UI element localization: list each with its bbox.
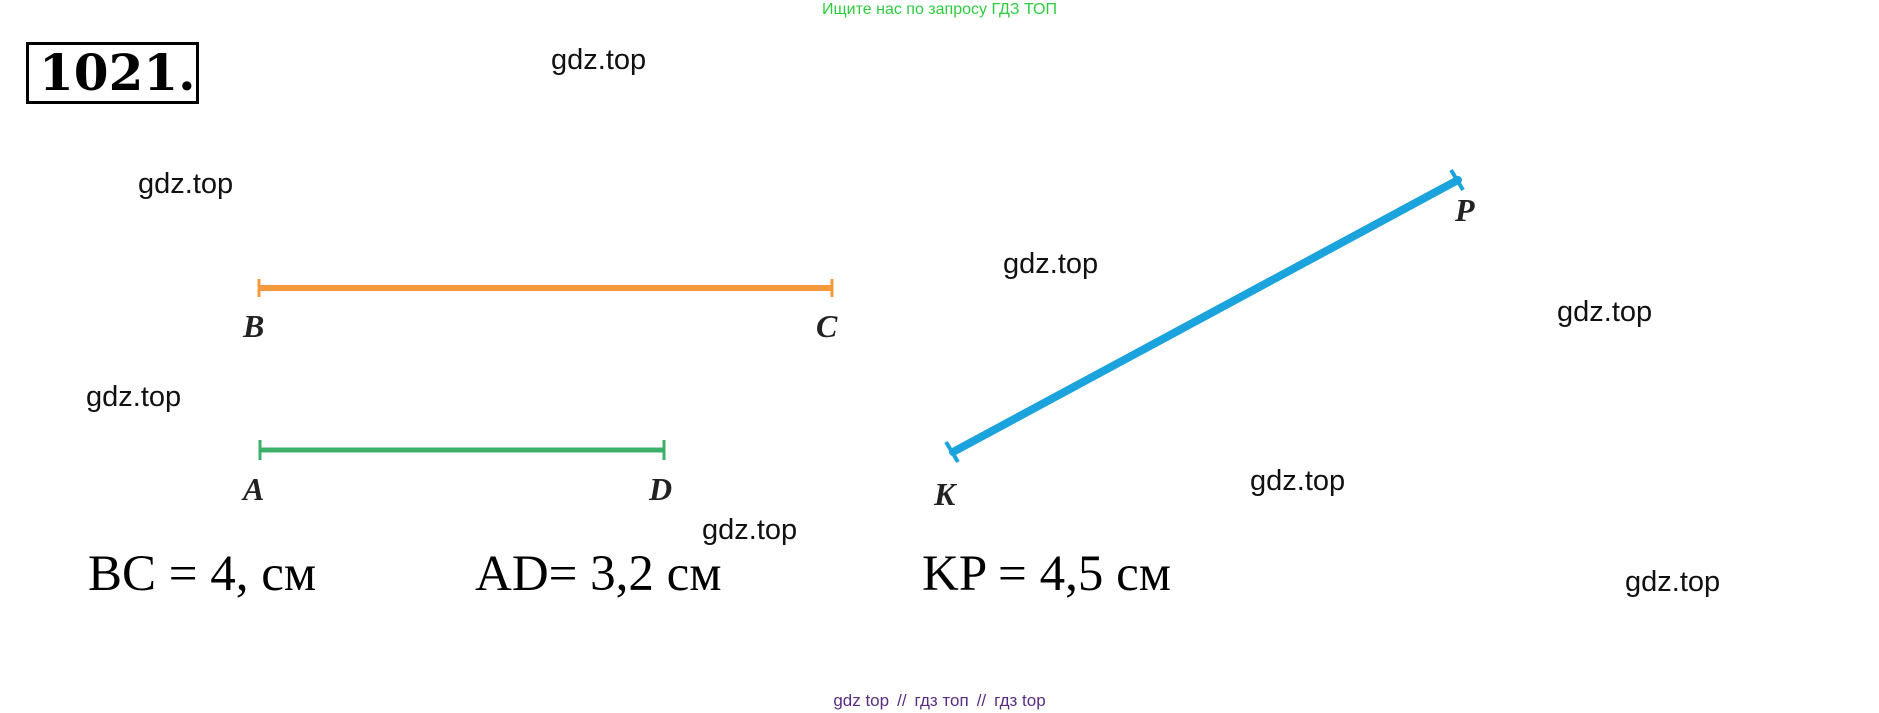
footer-separator: // [897,691,907,710]
point-label-k: K [934,476,956,512]
measurement-kp: KP = 4,5 см [922,546,1171,602]
measurement-ad: AD= 3,2 см [475,546,722,602]
watermark: gdz.top [86,381,182,413]
watermark: gdz.top [138,168,234,200]
point-label-a: A [243,471,265,507]
point-label-p: P [1455,192,1475,228]
watermark: gdz.top [702,514,798,546]
segment-ad [258,440,666,460]
watermark: gdz.top [1003,248,1099,280]
top-banner: Ищите нас по запросу ГДЗ ТОП [822,1,1057,18]
footer-link-gdz-top-ru[interactable]: гдз топ [914,691,969,710]
segment-bc [257,279,834,297]
footer-link-gdz-top-mixed[interactable]: гдз top [994,691,1046,710]
watermark: gdz.top [1625,566,1721,598]
point-label-b: B [243,308,265,344]
footer-separator: // [976,691,987,710]
point-label-d: D [649,471,673,507]
point-label-c: C [816,308,838,344]
watermark: gdz.top [551,44,647,76]
segment-kp [944,168,1465,464]
measurement-bc: BC = 4, см [88,546,317,602]
problem-number: 1021. [26,42,199,104]
footer-link-gdz-top[interactable]: gdz top [833,691,890,710]
watermark: gdz.top [1250,465,1346,497]
footer-links: gdz top // гдз топ // гдз top [0,691,1879,711]
watermark: gdz.top [1557,296,1653,328]
